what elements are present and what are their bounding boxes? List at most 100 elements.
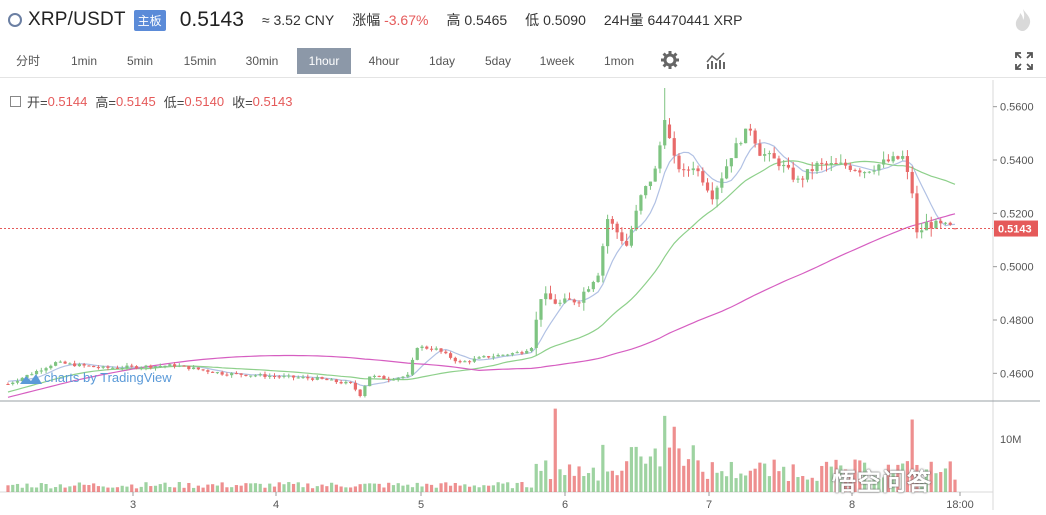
- candle-body: [310, 378, 315, 380]
- candle: [534, 311, 538, 356]
- volume-bar: [358, 484, 362, 492]
- volume-bar: [96, 486, 101, 492]
- volume-bar: [182, 487, 186, 492]
- volume-bar: [268, 483, 272, 492]
- candle-body: [920, 230, 924, 233]
- volume-bar: [34, 487, 39, 492]
- volume-field: 24H量 64470441 XRP: [604, 10, 743, 30]
- volume-bar: [915, 464, 919, 492]
- candle: [87, 365, 91, 367]
- volume-bar: [448, 485, 453, 492]
- candle-body: [39, 370, 43, 372]
- candle: [801, 175, 805, 188]
- candle: [453, 356, 457, 364]
- tab-1week[interactable]: 1week: [539, 54, 575, 68]
- tab-30min[interactable]: 30min: [245, 54, 279, 68]
- tab-timeline[interactable]: 分时: [15, 54, 40, 68]
- volume-bar: [634, 446, 638, 492]
- volume-bar: [329, 482, 334, 492]
- volume-bar: [396, 483, 400, 492]
- candle-body: [682, 169, 686, 171]
- volume-bar: [805, 479, 810, 492]
- volume-bar: [686, 459, 691, 492]
- tab-1min[interactable]: 1min: [70, 54, 97, 68]
- candle: [268, 373, 272, 379]
- open-value: 0.5144: [47, 94, 88, 109]
- candle: [548, 285, 553, 300]
- low-value: 0.5090: [543, 12, 586, 28]
- candle: [510, 352, 515, 357]
- tab-4hour[interactable]: 4hour: [368, 54, 400, 68]
- tab-1day[interactable]: 1day: [428, 54, 456, 68]
- candle-body: [862, 172, 867, 174]
- x-tick-label: 6: [562, 499, 568, 511]
- tab-1mon[interactable]: 1mon: [603, 54, 635, 68]
- collapse-icon[interactable]: [10, 96, 21, 107]
- candle-body: [406, 374, 410, 377]
- candle-body: [439, 348, 443, 352]
- candlestick-chart[interactable]: 0.4600 0.4800 0.5000 0.5200 0.5400 0.5600 10M 3…: [0, 80, 1046, 515]
- candle-body: [715, 187, 719, 200]
- candle-body: [53, 362, 58, 366]
- candle: [439, 348, 443, 354]
- candle-body: [168, 364, 172, 366]
- candle: [368, 376, 372, 387]
- volume-bar: [772, 459, 776, 492]
- candle-body: [349, 381, 353, 383]
- candle: [111, 366, 115, 369]
- tradingview-logo[interactable]: charts by TradingView: [18, 370, 172, 385]
- candle: [620, 227, 624, 245]
- volume-bar: [387, 482, 391, 492]
- volume-bar: [763, 463, 767, 492]
- candle-body: [201, 369, 205, 371]
- candle-body: [791, 167, 795, 180]
- candle-body: [877, 164, 881, 171]
- candle: [401, 376, 405, 380]
- volume-bar: [586, 473, 591, 492]
- volume-bar: [753, 468, 757, 492]
- candle-body: [282, 375, 286, 377]
- candle: [58, 360, 62, 363]
- tab-1hour[interactable]: 1hour: [297, 48, 351, 74]
- candle: [487, 355, 491, 359]
- candle: [39, 367, 43, 374]
- candle: [277, 374, 281, 379]
- volume-bar: [862, 462, 867, 492]
- candle-body: [363, 386, 367, 396]
- volume-bar: [287, 482, 291, 492]
- candle: [591, 280, 595, 292]
- candle-body: [444, 351, 448, 354]
- candle-body: [344, 381, 348, 384]
- candle: [429, 346, 434, 352]
- candle-body: [886, 159, 890, 162]
- tab-15min[interactable]: 15min: [183, 54, 217, 68]
- cny-price: ≈ 3.52 CNY: [261, 12, 335, 28]
- candle-body: [853, 169, 857, 171]
- fullscreen-icon[interactable]: [1014, 51, 1034, 71]
- candle-body: [777, 158, 781, 167]
- volume-bar: [525, 487, 529, 492]
- low-label: 低=: [163, 95, 185, 110]
- volume-bar: [815, 480, 819, 492]
- volume-bar: [111, 487, 115, 492]
- volume-bar: [187, 482, 191, 492]
- tab-5min[interactable]: 5min: [126, 54, 153, 68]
- candle: [748, 123, 752, 136]
- candle: [339, 379, 343, 385]
- volume-bar: [163, 482, 167, 492]
- candle-body: [391, 379, 396, 381]
- candle: [249, 375, 253, 378]
- volume-bar: [444, 482, 448, 492]
- candle-body: [296, 377, 300, 379]
- volume-bar: [953, 479, 957, 492]
- chart-indicator-icon[interactable]: [705, 50, 727, 70]
- candle-body: [820, 162, 824, 164]
- volume-bar: [848, 475, 852, 492]
- volume-bar: [920, 477, 924, 492]
- gear-icon[interactable]: [660, 50, 680, 70]
- tab-5day[interactable]: 5day: [484, 54, 512, 68]
- candle-body: [843, 162, 848, 166]
- open-label: 开=: [27, 95, 48, 110]
- last-price-label: 0.5143: [998, 224, 1032, 236]
- volume-bar: [796, 477, 800, 492]
